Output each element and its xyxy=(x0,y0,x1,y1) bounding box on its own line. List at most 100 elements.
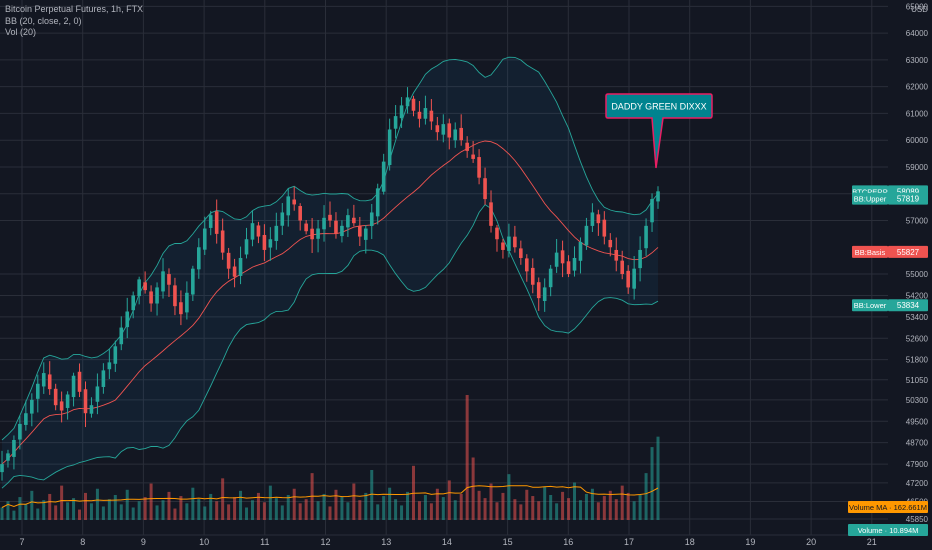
y-tick-label: 52600 xyxy=(906,334,929,343)
legend-bb: BB (20, close, 2, 0) xyxy=(5,15,82,26)
y-tick-label: 64000 xyxy=(906,29,929,38)
candle-body xyxy=(340,225,344,237)
volume-bar xyxy=(602,496,606,520)
x-tick-label: 7 xyxy=(19,537,24,547)
price-tag-name: BTCPERP xyxy=(852,187,887,196)
y-tick-label: 59000 xyxy=(906,163,929,172)
volume-bar xyxy=(423,495,427,520)
volume-bar xyxy=(6,501,10,520)
volume-bar xyxy=(638,495,642,520)
volume-bar xyxy=(656,436,660,520)
volume-bar xyxy=(513,499,517,520)
candle-body xyxy=(262,234,267,250)
y-tick-label: 62000 xyxy=(906,83,929,92)
candle-body xyxy=(155,287,159,304)
volume-bar xyxy=(573,482,577,520)
candle-body xyxy=(12,439,16,457)
volume-bar xyxy=(376,504,380,520)
volume-bar xyxy=(453,500,457,520)
candle-body xyxy=(459,127,463,141)
candle-body xyxy=(542,287,547,302)
price-tag-name: BB:Lower xyxy=(854,301,887,310)
candle-body xyxy=(280,212,285,226)
volume-bar xyxy=(555,503,559,520)
candle-body xyxy=(602,219,607,237)
candle-body xyxy=(89,405,94,414)
volume-bar xyxy=(292,488,296,520)
candle-body xyxy=(24,413,28,425)
candle-body xyxy=(167,274,171,285)
candle-body xyxy=(352,217,356,224)
candle-body xyxy=(590,212,595,226)
candle-body xyxy=(489,202,493,226)
volume-tag-text: Volume · 10.894M xyxy=(858,526,919,535)
x-tick-label: 12 xyxy=(320,537,330,547)
volume-bar xyxy=(406,491,410,520)
candle-body xyxy=(393,116,398,129)
candle-body xyxy=(83,389,88,414)
y-tick-label: 63000 xyxy=(906,56,929,65)
candle-body xyxy=(101,370,106,387)
price-tag-value: 55827 xyxy=(897,248,920,257)
volume-bar xyxy=(328,506,332,520)
candle-body xyxy=(244,239,249,255)
volume-bar xyxy=(334,489,338,520)
y-tick-label: 54200 xyxy=(906,291,929,300)
y-tick-label: 55000 xyxy=(906,270,929,279)
candle-body xyxy=(125,311,130,328)
callout-bubble xyxy=(605,93,713,169)
x-tick-label: 16 xyxy=(563,537,573,547)
candle-body xyxy=(256,225,261,237)
candle-body xyxy=(179,302,183,315)
y-tick-label: 45850 xyxy=(906,515,929,524)
candle-body xyxy=(584,225,589,246)
volume-bar xyxy=(435,488,439,520)
volume-bar xyxy=(179,496,183,520)
candle-body xyxy=(566,261,571,275)
candle-body xyxy=(59,401,64,411)
volume-bar xyxy=(382,496,386,520)
price-tag-value: 57819 xyxy=(897,195,920,204)
candle-body xyxy=(149,291,153,304)
volume-bar xyxy=(596,502,600,520)
volume-bar xyxy=(155,505,159,520)
candle-body xyxy=(471,154,475,159)
callout-text: DADDY GREEN DIXXX xyxy=(611,102,706,112)
x-tick-label: 20 xyxy=(806,537,816,547)
volume-bar xyxy=(471,457,475,520)
volume-bar xyxy=(531,496,535,520)
candle-body xyxy=(358,225,362,237)
candle-body xyxy=(626,270,630,288)
volume-ma-tag: Volume MA · 162.661M xyxy=(848,501,928,513)
volume-bar xyxy=(12,510,16,520)
candle-body xyxy=(369,212,374,227)
candle-body xyxy=(375,188,380,217)
candle-body xyxy=(35,383,40,399)
candle-body xyxy=(30,399,34,414)
candle-body xyxy=(202,228,207,250)
volume-bar xyxy=(388,487,392,520)
candle-body xyxy=(232,266,237,277)
volume-bar xyxy=(131,507,135,520)
candle-body xyxy=(71,375,76,398)
y-tick-label: 61000 xyxy=(906,109,929,118)
price-tag-name-bg xyxy=(852,245,888,258)
volume-bar xyxy=(298,503,302,520)
volume-bar xyxy=(507,474,511,520)
volume-bar xyxy=(519,504,523,520)
volume-bar xyxy=(137,501,141,520)
candle-body xyxy=(530,267,535,285)
volume-bar xyxy=(632,501,636,520)
candles xyxy=(0,87,660,481)
y-tick-label: 48700 xyxy=(906,439,929,448)
candle-body xyxy=(95,386,100,402)
candle-body xyxy=(316,228,320,239)
y-tick-label: 53400 xyxy=(906,313,929,322)
volume-bar xyxy=(358,500,362,520)
candle-body xyxy=(399,105,404,119)
bb-upper-line xyxy=(1,56,659,441)
volume-bar xyxy=(95,488,99,520)
candle-body xyxy=(620,260,625,275)
volume-bar xyxy=(280,505,284,520)
